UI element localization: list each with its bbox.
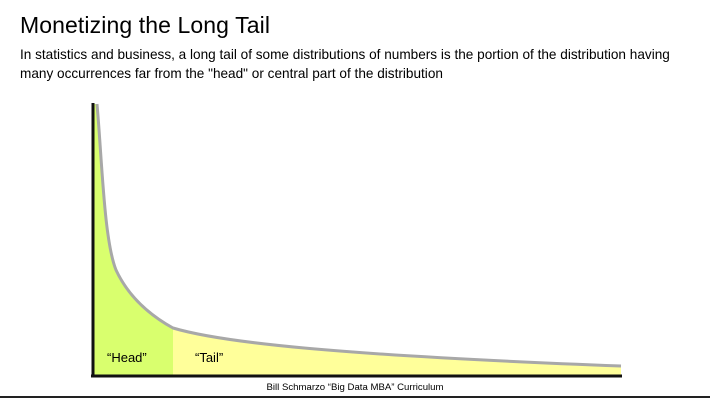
bottom-divider (0, 396, 710, 398)
slide-title: Monetizing the Long Tail (20, 12, 271, 38)
slide-subtitle: In statistics and business, a long tail … (20, 47, 670, 81)
head-area (94, 104, 173, 376)
head-label: “Head” (107, 350, 147, 365)
long-tail-curve (95, 103, 622, 368)
tail-label: “Tail” (195, 350, 223, 365)
curriculum-caption: Bill Schmarzo “Big Data MBA” Curriculum (266, 382, 444, 393)
tail-area (173, 328, 621, 376)
